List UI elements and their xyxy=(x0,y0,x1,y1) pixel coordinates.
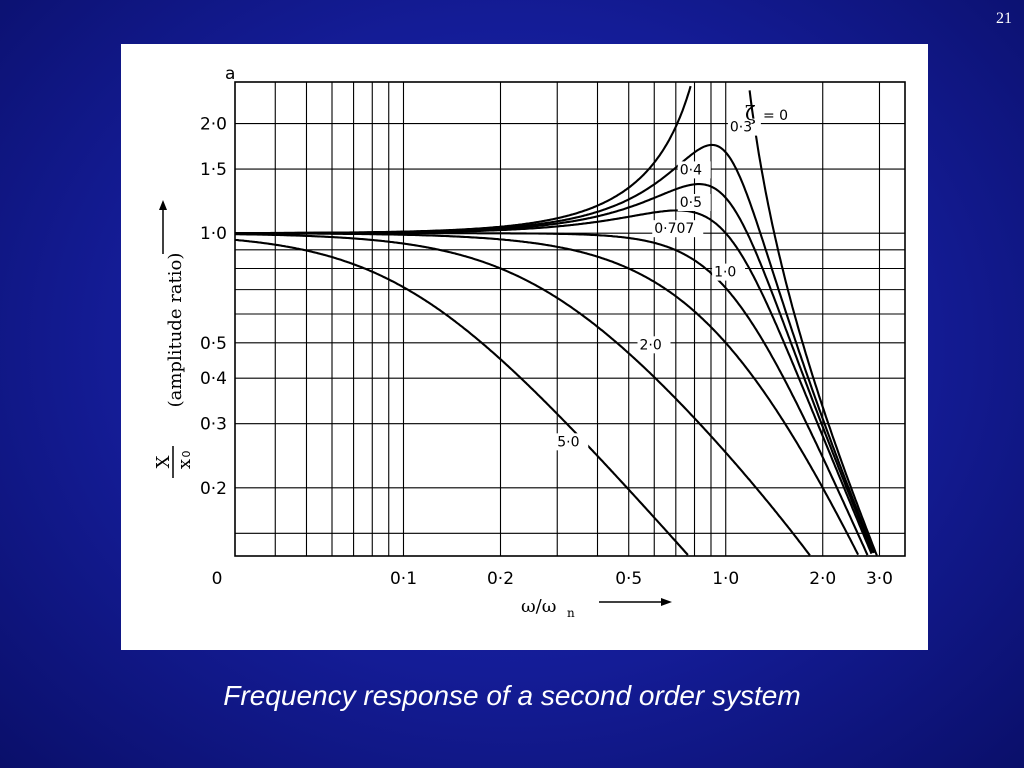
y-tick-label: 0·5 xyxy=(200,334,227,354)
series-label-bg xyxy=(677,193,711,211)
series-label: 0·4 xyxy=(680,162,702,178)
series-label-bg xyxy=(712,263,746,281)
x-axis-arrow-head xyxy=(661,598,672,606)
curves xyxy=(234,85,878,556)
y-axis-arrow-head xyxy=(159,200,167,210)
slide-caption: Frequency response of a second order sys… xyxy=(223,680,801,711)
x-tick-label: 2·0 xyxy=(809,569,836,589)
series-label: 0·707 xyxy=(654,221,694,237)
y-tick-label: 0·2 xyxy=(200,479,227,499)
y-axis-ratio-top: X xyxy=(153,455,174,468)
series-label: 1·0 xyxy=(714,265,736,281)
response-curve xyxy=(235,233,811,556)
series-label: 0·5 xyxy=(680,195,702,211)
x-axis-title-subscript: n xyxy=(567,606,575,620)
x-origin-label: 0 xyxy=(212,569,223,589)
figure-tag: a xyxy=(225,64,235,84)
y-tick-label: 1·0 xyxy=(200,224,227,244)
y-tick-label: 0·3 xyxy=(200,415,227,435)
series-label-bg xyxy=(677,161,711,179)
zeta-symbol: ζ xyxy=(745,101,756,125)
x-tick-label: 3·0 xyxy=(866,569,893,589)
series-label: 5·0 xyxy=(557,434,579,450)
y-axis-ratio-bottom: x xyxy=(174,459,195,469)
grid xyxy=(234,81,906,557)
labels: 2·0 1·5 1·0 0·5 0·4 0·3 0·2 0·1 0·2 0·5 1·0 2·0 3·0 0… xyxy=(200,108,893,589)
response-curve xyxy=(235,232,860,556)
plot-frame xyxy=(234,81,906,557)
y-tick-label: 0·4 xyxy=(200,369,227,389)
x-tick-label: 0·2 xyxy=(487,569,514,589)
series-label-bg xyxy=(727,118,761,136)
response-curve xyxy=(234,238,689,556)
y-tick-label: 2·0 xyxy=(200,115,227,135)
x-tick-label: 0·1 xyxy=(390,569,417,589)
y-axis-ratio-subscript: 0 xyxy=(180,451,193,458)
slide-number: 21 xyxy=(996,10,1012,27)
response-curve xyxy=(235,85,878,556)
series-label: 0·3 xyxy=(730,120,752,136)
response-curve xyxy=(235,183,874,554)
y-axis-ratio: X x 0 xyxy=(153,446,195,478)
series-label-bg xyxy=(652,220,704,238)
response-curve xyxy=(235,143,876,554)
series-label-bg xyxy=(555,433,589,451)
frequency-response-chart: 2·0 1·5 1·0 0·5 0·4 0·3 0·2 0·1 0·2 0·5 1·0 2·0 3·0 0… xyxy=(153,64,906,620)
y-axis-title-text: (amplitude ratio) xyxy=(165,253,186,408)
series-label: 2·0 xyxy=(640,337,662,353)
series-label-bg xyxy=(637,336,671,354)
y-tick-label: 1·5 xyxy=(200,160,227,180)
x-axis-title: ω/ω xyxy=(521,596,556,617)
y-axis-title: (amplitude ratio) xyxy=(165,253,186,408)
response-curve xyxy=(235,209,873,555)
series-label: = 0 xyxy=(763,108,788,124)
figure-panel: 2·0 1·5 1·0 0·5 0·4 0·3 0·2 0·1 0·2 0·5 1·0 2·0 3·0 0… xyxy=(121,44,928,650)
x-tick-label: 0·5 xyxy=(615,569,642,589)
x-tick-label: 1·0 xyxy=(712,569,739,589)
